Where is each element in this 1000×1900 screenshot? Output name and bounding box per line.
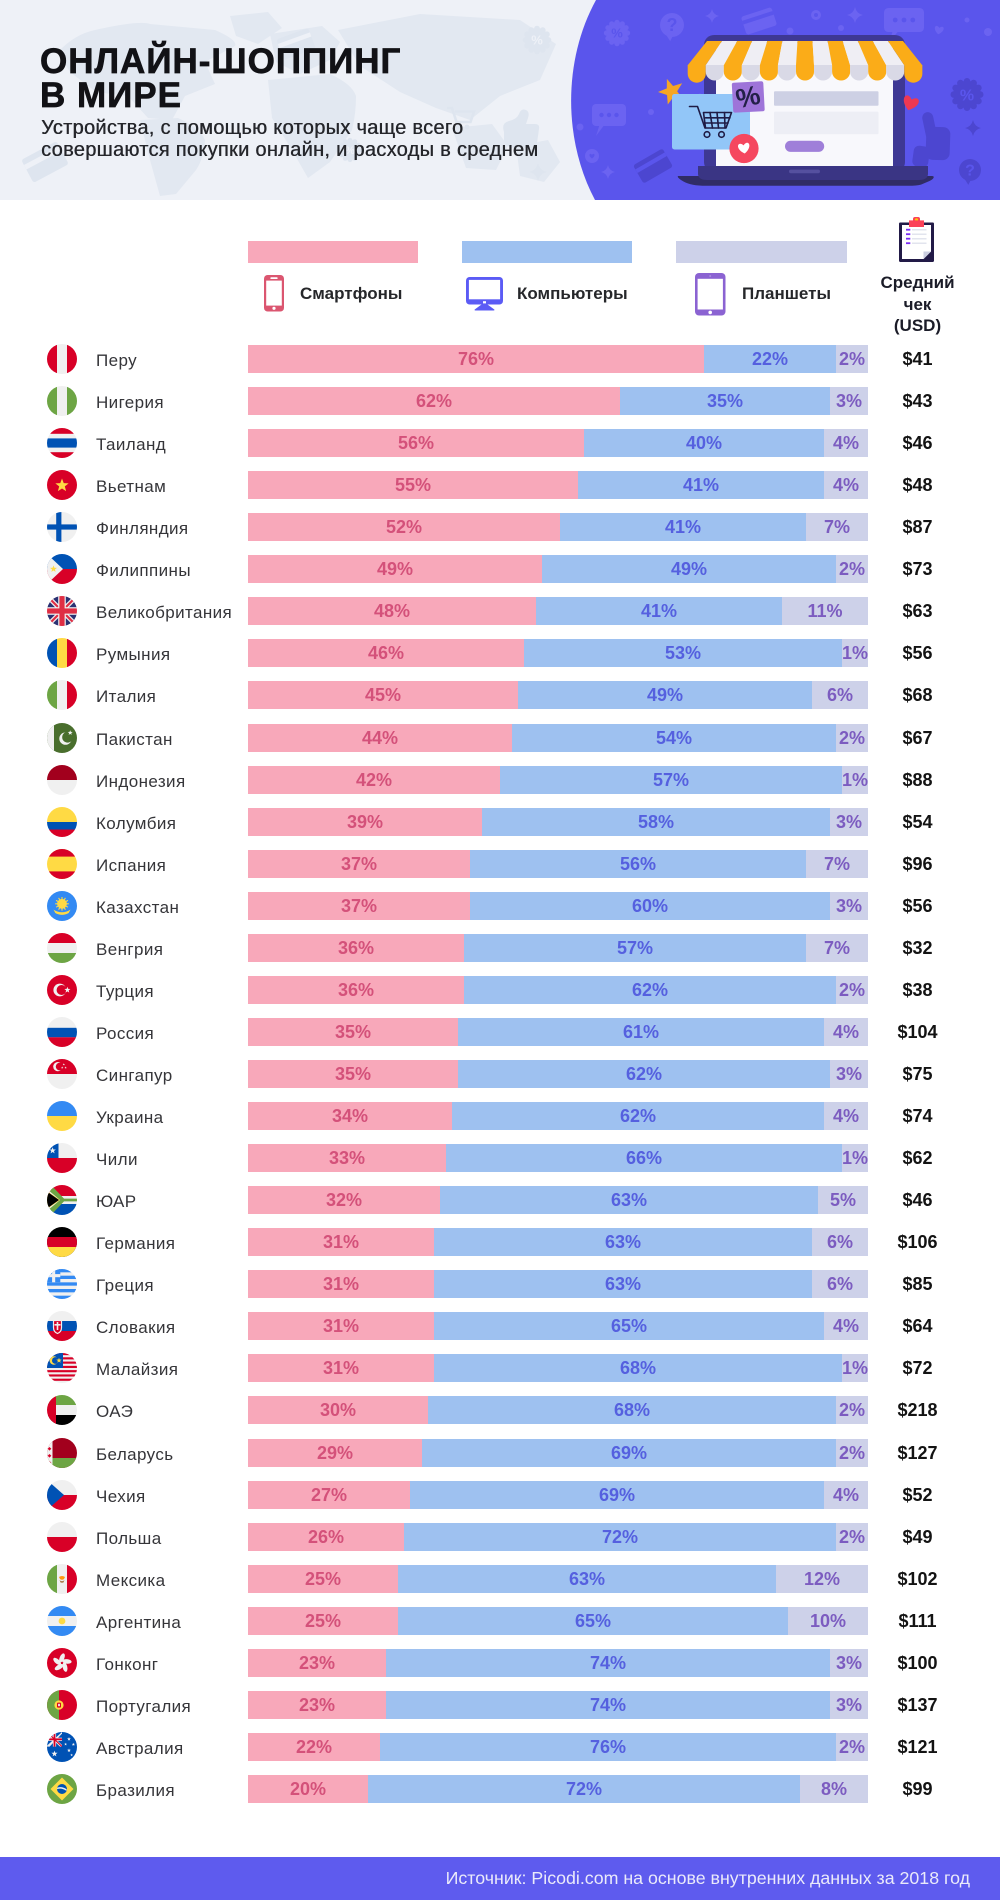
svg-text:%: % <box>531 33 543 48</box>
svg-text:?: ? <box>667 15 678 35</box>
svg-text:%: % <box>611 26 623 41</box>
svg-text:%: % <box>960 87 974 104</box>
svg-text:?: ? <box>965 163 975 180</box>
svg-text:%: % <box>345 145 355 157</box>
